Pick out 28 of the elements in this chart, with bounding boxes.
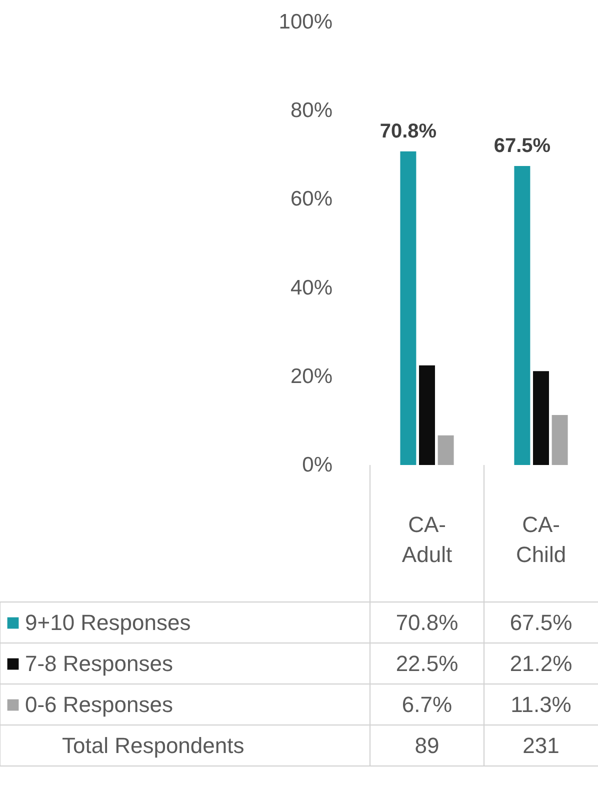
data-label: 70.8% xyxy=(396,610,458,635)
y-tick-label: 40% xyxy=(290,276,332,300)
bar xyxy=(419,365,435,465)
x-tick-label: CA-Adult xyxy=(402,512,452,567)
data-label: 11.3% xyxy=(510,692,572,717)
y-tick-label: 80% xyxy=(290,99,332,122)
y-tick-label: 100% xyxy=(278,10,332,34)
text: 231 xyxy=(522,733,560,758)
data-label: 67.5% xyxy=(510,610,572,635)
y-tick-label: 20% xyxy=(290,364,332,388)
x-tick-label: CA-Child xyxy=(516,512,566,567)
text: 89 xyxy=(414,733,440,758)
data-label: 6.7% xyxy=(402,692,452,717)
bar xyxy=(514,166,530,465)
legend-label: 0-6 Responses xyxy=(25,692,173,717)
bar xyxy=(552,414,568,465)
annotation: 70.8% xyxy=(380,120,437,142)
bar xyxy=(438,435,454,465)
bar xyxy=(400,151,416,465)
data-label: 21.2% xyxy=(510,651,572,676)
data-label: 22.5% xyxy=(396,651,458,676)
annotation: 67.5% xyxy=(494,134,551,157)
legend-label: 7-8 Responses xyxy=(25,651,173,676)
legend-label: 9+10 Responses xyxy=(25,610,191,635)
y-tick-label: 60% xyxy=(290,188,332,211)
y-tick-label: 0% xyxy=(302,454,332,476)
bar xyxy=(533,371,549,465)
text: Total Respondents xyxy=(62,733,244,758)
